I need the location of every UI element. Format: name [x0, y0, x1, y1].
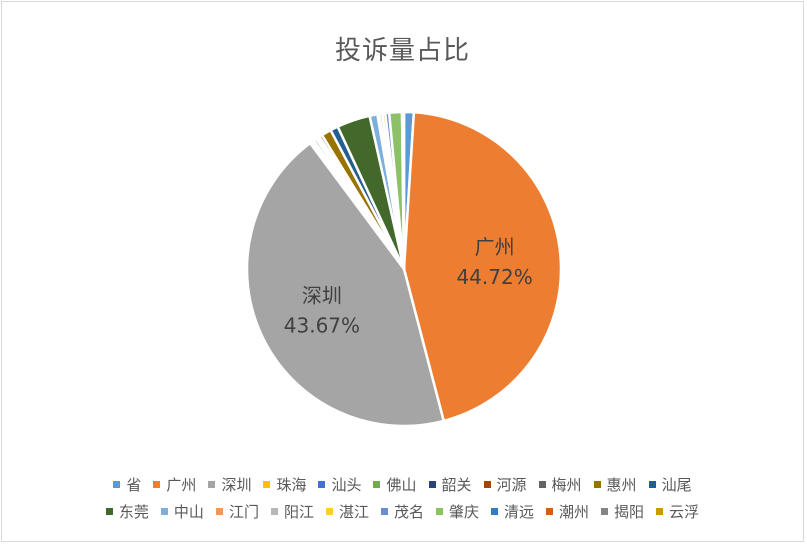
legend-label: 梅州	[551, 476, 582, 494]
legend-label: 佛山	[386, 476, 417, 494]
legend-swatch	[318, 481, 326, 488]
legend-swatch	[263, 481, 271, 488]
legend-swatch	[208, 481, 216, 488]
legend-swatch	[325, 508, 333, 515]
legend-item-清远: 清远	[491, 501, 534, 522]
legend-swatch	[656, 508, 664, 515]
legend-row-2: 东莞 中山 江门 阳江 湛江 茂名 肇庆 清远 潮州 揭阳 云浮	[2, 501, 803, 522]
legend-label: 省	[126, 476, 142, 494]
legend-label: 珠海	[276, 476, 307, 494]
legend-label: 肇庆	[449, 503, 480, 521]
data-label-name-广州: 广州	[475, 235, 515, 259]
legend-label: 云浮	[669, 503, 700, 521]
pie-slice-云浮	[400, 110, 406, 270]
pie-slice-深圳	[245, 141, 446, 428]
legend-item-河源: 河源	[483, 474, 527, 495]
legend-item-珠海: 珠海	[263, 474, 306, 495]
legend-label: 清远	[504, 503, 535, 521]
legend-swatch	[380, 508, 388, 515]
legend-swatch	[593, 481, 601, 488]
legend-swatch	[491, 508, 499, 515]
legend-label: 东莞	[118, 503, 149, 521]
legend-swatch	[270, 508, 278, 515]
data-label-name-深圳: 深圳	[302, 284, 342, 308]
legend-item-韶关: 韶关	[428, 474, 472, 495]
pie-slice-广州	[402, 110, 563, 423]
legend-swatch	[436, 508, 443, 515]
legend-swatch	[215, 508, 223, 515]
chart-title: 投诉量占比	[334, 36, 470, 66]
legend-label: 阳江	[283, 503, 314, 521]
legend-swatch	[428, 481, 436, 488]
legend-label: 汕尾	[661, 476, 692, 494]
legend-label: 中山	[173, 503, 204, 521]
legend-swatch	[648, 481, 656, 488]
legend-label: 韶关	[441, 476, 472, 494]
legend-swatch	[160, 508, 168, 515]
legend-label: 惠州	[606, 476, 637, 494]
legend-item-肇庆: 肇庆	[436, 501, 479, 522]
legend-swatch	[153, 481, 161, 488]
legend-swatch	[373, 481, 381, 488]
legend-item-茂名: 茂名	[380, 501, 424, 522]
legend-item-东莞: 东莞	[105, 501, 149, 522]
legend-item-省: 省	[113, 474, 141, 495]
legend-label: 汕头	[331, 476, 362, 494]
data-label-value-广州: 44.72%	[456, 265, 532, 289]
legend-row-1: 省 广州 深圳 珠海 汕头 佛山 韶关 河源 梅州 惠州 汕尾	[2, 474, 803, 495]
data-label-value-深圳: 43.67%	[284, 314, 360, 338]
legend-label: 湛江	[338, 503, 369, 521]
legend-label: 茂名	[393, 503, 424, 521]
legend-swatch	[546, 508, 554, 515]
legend-item-阳江: 阳江	[270, 501, 314, 522]
legend-item-江门: 江门	[215, 501, 259, 522]
legend-label: 深圳	[221, 476, 252, 494]
legend-item-湛江: 湛江	[325, 501, 369, 522]
legend-item-中山: 中山	[160, 501, 204, 522]
legend-item-深圳: 深圳	[208, 474, 251, 495]
legend-label: 江门	[228, 503, 259, 521]
legend-label: 河源	[496, 476, 527, 494]
legend-item-揭阳: 揭阳	[601, 501, 644, 522]
legend-item-佛山: 佛山	[373, 474, 417, 495]
legend-swatch	[105, 508, 113, 515]
legend-item-汕头: 汕头	[318, 474, 361, 495]
legend-item-潮州: 潮州	[546, 501, 589, 522]
legend-label: 揭阳	[614, 503, 645, 521]
legend-item-广州: 广州	[153, 474, 196, 495]
legend-item-汕尾: 汕尾	[648, 474, 692, 495]
legend-item-惠州: 惠州	[593, 474, 637, 495]
legend-swatch	[483, 481, 491, 488]
legend-item-梅州: 梅州	[538, 474, 582, 495]
legend-label: 广州	[166, 476, 197, 494]
legend-item-云浮: 云浮	[656, 501, 699, 522]
legend-swatch	[601, 508, 609, 515]
legend-swatch	[113, 481, 121, 488]
legend-swatch	[538, 481, 546, 488]
legend-label: 潮州	[559, 503, 590, 521]
